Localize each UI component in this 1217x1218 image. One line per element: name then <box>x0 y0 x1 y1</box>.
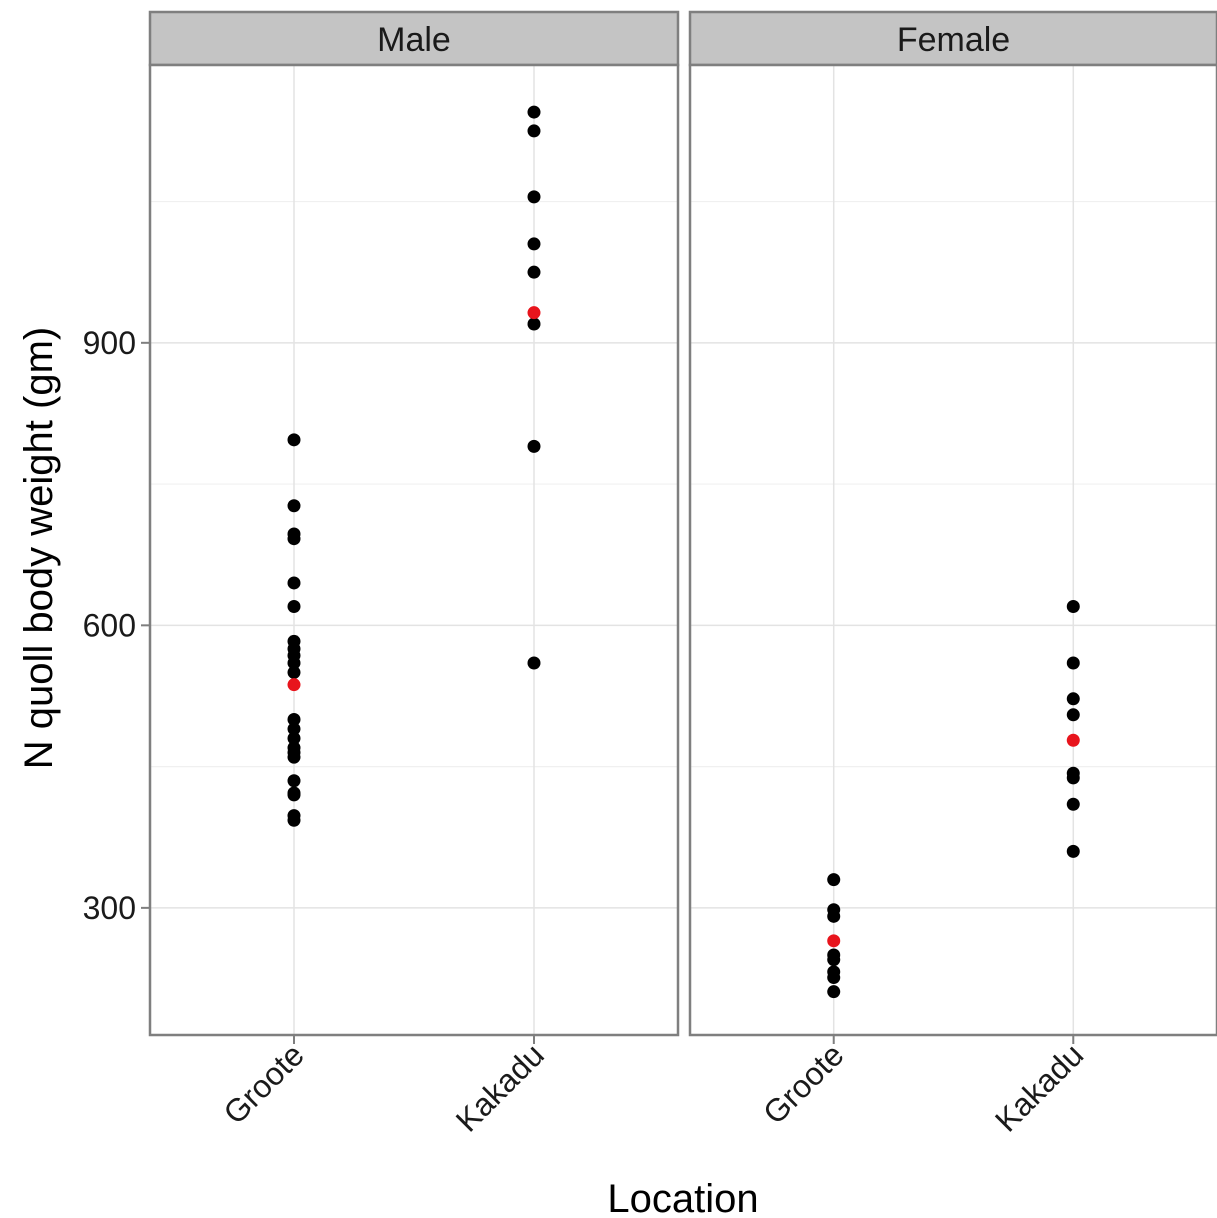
mean-point <box>287 678 301 692</box>
data-point <box>827 971 841 985</box>
data-point <box>287 713 301 727</box>
y-tick-label: 900 <box>83 325 136 361</box>
facet-strip-label: Female <box>897 21 1010 59</box>
data-point <box>1066 797 1080 811</box>
data-point <box>287 433 301 447</box>
panels: Male Groote Kakadu Female Groote Kakadu <box>148 10 1217 1139</box>
panel-border <box>688 63 1217 1037</box>
x-axis-title: Location <box>607 1177 758 1218</box>
data-point <box>1066 600 1080 614</box>
data-point <box>527 265 541 279</box>
facet-strip <box>688 10 1217 67</box>
x-tick-label: Groote <box>216 1036 311 1131</box>
data-point <box>287 600 301 614</box>
data-point <box>1066 771 1080 785</box>
panel-male: Male Groote Kakadu <box>148 10 680 1139</box>
data-point <box>1066 692 1080 706</box>
panel-border <box>148 63 680 1037</box>
data-point <box>287 532 301 546</box>
data-point <box>527 124 541 138</box>
y-tick-label: 600 <box>83 607 136 643</box>
data-point <box>287 774 301 788</box>
x-tick-label: Kakadu <box>988 1036 1090 1138</box>
y-axis-title: N quoll body weight (gm) <box>17 327 61 769</box>
y-tick-label: 300 <box>83 890 136 926</box>
data-point <box>287 731 301 745</box>
data-point <box>287 750 301 764</box>
data-point <box>827 873 841 887</box>
x-tick-label: Kakadu <box>449 1036 551 1138</box>
data-point <box>287 656 301 670</box>
data-point <box>527 317 541 331</box>
y-axis: 300 600 900 <box>83 325 150 926</box>
data-point <box>1066 844 1080 858</box>
mean-point <box>827 934 841 948</box>
data-point <box>827 985 841 999</box>
data-point <box>527 105 541 119</box>
data-point <box>527 190 541 204</box>
data-point <box>827 909 841 923</box>
data-point <box>527 237 541 251</box>
data-point <box>287 788 301 802</box>
panel-female: Female Groote Kakadu <box>688 10 1217 1139</box>
data-point <box>287 576 301 590</box>
plot-background <box>690 65 1217 1035</box>
plot-background <box>150 65 678 1035</box>
facet-strip <box>148 10 680 67</box>
data-point <box>287 722 301 736</box>
data-point <box>827 953 841 967</box>
data-point <box>287 499 301 513</box>
data-point <box>527 656 541 670</box>
mean-point <box>527 306 541 320</box>
data-point <box>527 439 541 453</box>
mean-point <box>1066 733 1080 747</box>
data-point <box>1066 708 1080 722</box>
data-point <box>1066 656 1080 670</box>
x-tick-label: Groote <box>756 1036 851 1131</box>
data-point <box>287 665 301 679</box>
data-point <box>287 813 301 827</box>
facet-strip-label: Male <box>377 21 451 59</box>
